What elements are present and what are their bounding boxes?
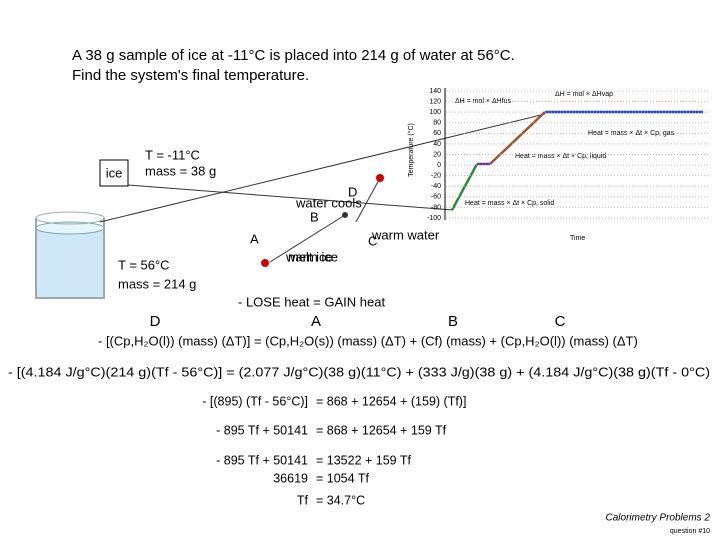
label: warm water bbox=[371, 227, 440, 242]
y-tick-label: -40 bbox=[431, 183, 441, 190]
y-tick-label: 20 bbox=[433, 151, 441, 158]
balance: - LOSE heat = GAIN heat bbox=[238, 294, 385, 309]
label: B bbox=[310, 209, 319, 224]
annotation: Heat = mass × Δt × Cp, solid bbox=[465, 200, 554, 207]
footer-title: Calorimetry Problems 2 bbox=[606, 513, 711, 524]
curve bbox=[489, 111, 546, 165]
letter: C bbox=[555, 313, 566, 330]
arrow bbox=[99, 113, 546, 223]
y-tick-label: 140 bbox=[429, 88, 441, 95]
annotation: Heat = mass × Δt × Cp, gas bbox=[588, 130, 675, 137]
beaker bbox=[35, 211, 105, 299]
y-tick-label: -60 bbox=[431, 194, 441, 201]
equation-left: 36619 bbox=[273, 471, 308, 485]
problem-line: A 38 g sample of ice at -11°C is placed … bbox=[72, 47, 515, 64]
arrow bbox=[127, 184, 454, 211]
annotation: ΔH = mol × ΔHvap bbox=[555, 91, 613, 98]
y-tick-label: -100 bbox=[427, 215, 441, 222]
curve bbox=[450, 163, 479, 211]
equation-left: - 895 Tf + 50141 bbox=[216, 423, 308, 437]
problem-line: Find the system's final temperature. bbox=[72, 67, 309, 84]
y-tick-label: 60 bbox=[433, 130, 441, 137]
label: T = -11°C bbox=[145, 147, 200, 162]
point bbox=[376, 174, 384, 182]
letter: D bbox=[150, 313, 161, 330]
arrow bbox=[269, 214, 346, 263]
equation-right: = 868 + 12654 + (159) (Tf)] bbox=[316, 394, 466, 408]
label: D bbox=[348, 184, 357, 199]
label: melt ice bbox=[288, 249, 333, 264]
label: water cools bbox=[295, 195, 362, 210]
label: ice bbox=[106, 165, 123, 180]
point bbox=[342, 212, 348, 218]
axis-label: Time bbox=[570, 235, 585, 242]
y-tick-label: 100 bbox=[429, 109, 441, 116]
equation-left: - [(895) (Tf - 56°C)] bbox=[202, 394, 308, 408]
label: C bbox=[368, 233, 377, 248]
point bbox=[261, 259, 269, 267]
equation: - [(4.184 J/g°C)(214 g)(Tf - 56°C)] = (2… bbox=[8, 364, 710, 379]
equation-right: = 34.7°C bbox=[316, 493, 365, 507]
y-tick-label: 120 bbox=[429, 98, 441, 105]
label: A bbox=[250, 231, 259, 246]
y-tick-label: 40 bbox=[433, 141, 441, 148]
label: warm ice bbox=[285, 249, 338, 264]
annotation: Heat = mass × Δt × Cp, liquid bbox=[515, 153, 606, 160]
letter: B bbox=[448, 313, 458, 330]
equation: - [(Cp,H₂O(l)) (mass) (ΔT)] = (Cp,H₂O(s)… bbox=[98, 333, 638, 348]
label: mass = 214 g bbox=[118, 276, 196, 291]
equation-right: = 13522 + 159 Tf bbox=[316, 453, 412, 467]
annotation: ΔH = mol × ΔHfus bbox=[455, 98, 512, 105]
equation-left: - 895 Tf + 50141 bbox=[216, 453, 308, 467]
label: T = 56°C bbox=[118, 257, 170, 272]
y-tick-label: -20 bbox=[431, 173, 441, 180]
label: mass = 38 g bbox=[145, 163, 216, 178]
equation-right: = 1054 Tf bbox=[316, 471, 369, 485]
equation-right: = 868 + 12654 + 159 Tf bbox=[316, 423, 447, 437]
equation-left: Tf bbox=[297, 493, 309, 507]
arrow bbox=[355, 177, 381, 223]
footer-question: question #10 bbox=[670, 528, 710, 535]
y-tick-label: 80 bbox=[433, 120, 441, 127]
y-tick-label: -80 bbox=[431, 204, 441, 211]
y-tick-label: 0 bbox=[437, 162, 441, 169]
heating-curve: Temperature (°C) Time ΔH = mol × ΔHfus Δ… bbox=[407, 88, 710, 242]
axis-label: Temperature (°C) bbox=[407, 123, 415, 177]
ice-box bbox=[99, 159, 129, 187]
letter: A bbox=[311, 313, 321, 330]
